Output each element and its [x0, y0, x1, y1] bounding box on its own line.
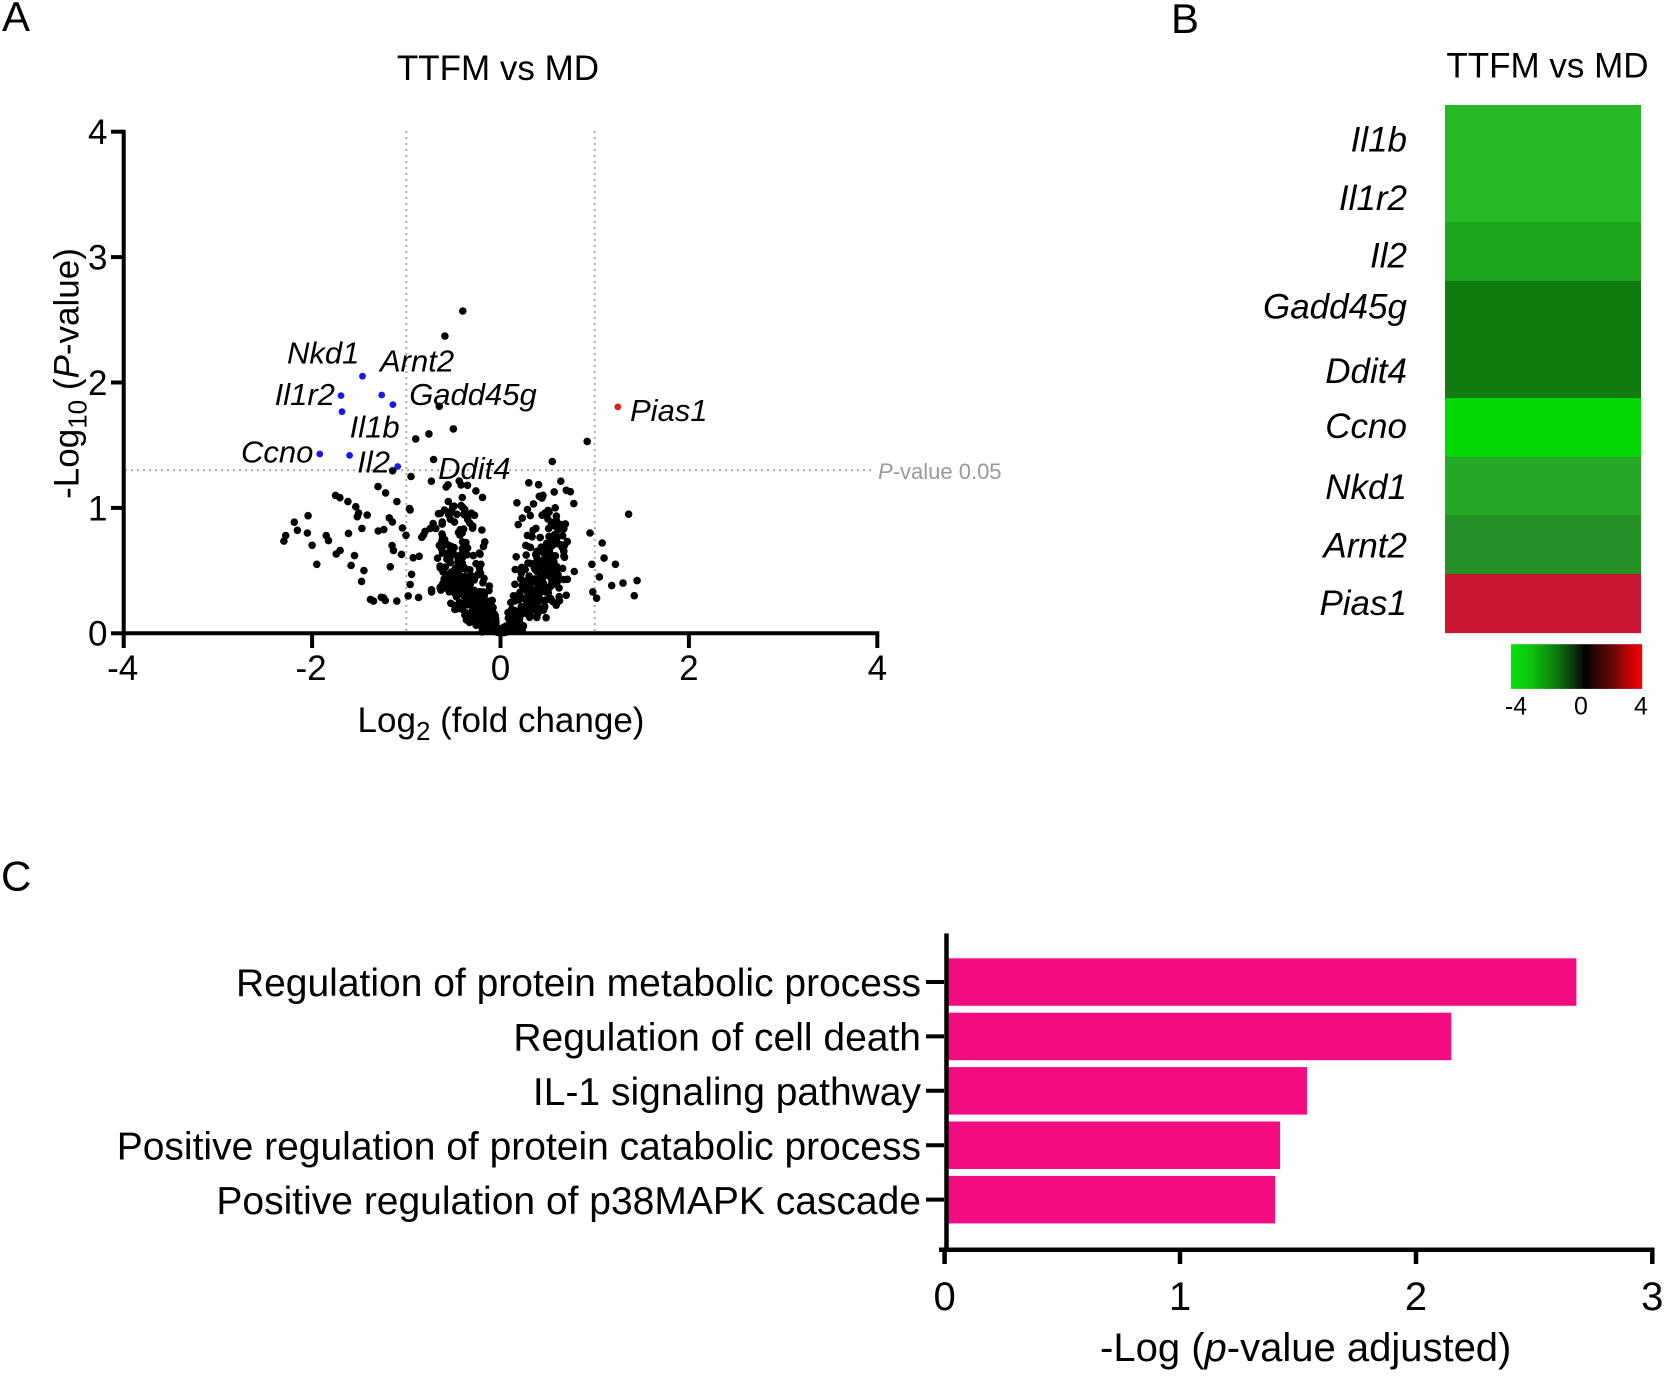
- svg-text:-4: -4: [107, 649, 138, 688]
- svg-text:Log2 (fold change): Log2 (fold change): [358, 701, 645, 746]
- svg-text:Regulation of protein metaboli: Regulation of protein metabolic process: [236, 962, 921, 1005]
- svg-text:C: C: [1, 853, 31, 900]
- svg-text:B: B: [1171, 0, 1199, 42]
- svg-text:Pias1: Pias1: [630, 393, 708, 428]
- svg-text:Gadd45g: Gadd45g: [409, 377, 537, 412]
- svg-text:-Log (p-value adjusted): -Log (p-value adjusted): [1100, 1326, 1511, 1370]
- svg-text:Pias1: Pias1: [1319, 584, 1407, 623]
- svg-text:Ccno: Ccno: [1325, 407, 1407, 446]
- svg-text:1: 1: [1169, 1275, 1191, 1319]
- svg-text:0: 0: [88, 615, 107, 654]
- svg-text:Regulation of cell death: Regulation of cell death: [513, 1017, 921, 1060]
- svg-text:Il2: Il2: [357, 444, 390, 479]
- svg-text:3: 3: [1641, 1275, 1663, 1319]
- svg-text:-Log10 (P-value): -Log10 (P-value): [48, 248, 93, 499]
- svg-text:Arnt2: Arnt2: [1321, 527, 1407, 566]
- svg-text:TTFM vs MD: TTFM vs MD: [1446, 47, 1648, 86]
- svg-text:Il1b: Il1b: [350, 410, 400, 445]
- svg-text:1: 1: [88, 489, 107, 528]
- svg-text:-2: -2: [296, 649, 327, 688]
- svg-text:Arnt2: Arnt2: [378, 343, 454, 378]
- svg-text:Ddit4: Ddit4: [438, 451, 510, 486]
- svg-text:Nkd1: Nkd1: [1325, 468, 1407, 507]
- svg-text:Il1r2: Il1r2: [275, 377, 335, 412]
- svg-text:0: 0: [1574, 693, 1588, 721]
- svg-text:0: 0: [933, 1275, 955, 1319]
- svg-text:0: 0: [491, 649, 510, 688]
- svg-text:Positive regulation of p38MAPK: Positive regulation of p38MAPK cascade: [216, 1180, 921, 1223]
- svg-text:A: A: [2, 0, 30, 40]
- svg-text:Il1r2: Il1r2: [1339, 179, 1407, 218]
- svg-text:Gadd45g: Gadd45g: [1263, 288, 1408, 327]
- svg-text:4: 4: [868, 649, 887, 688]
- svg-text:IL-1 signaling pathway: IL-1 signaling pathway: [533, 1071, 922, 1114]
- svg-text:Ccno: Ccno: [241, 435, 313, 470]
- svg-text:2: 2: [1405, 1275, 1427, 1319]
- svg-text:P-value 0.05: P-value 0.05: [878, 459, 1002, 484]
- svg-text:-4: -4: [1505, 693, 1527, 721]
- svg-text:Nkd1: Nkd1: [287, 336, 359, 371]
- svg-text:Il1b: Il1b: [1351, 121, 1407, 160]
- svg-text:Il2: Il2: [1370, 237, 1407, 276]
- svg-text:2: 2: [679, 649, 698, 688]
- svg-text:Positive regulation of protein: Positive regulation of protein catabolic…: [117, 1126, 921, 1169]
- svg-text:TTFM vs MD: TTFM vs MD: [397, 49, 599, 88]
- svg-text:2: 2: [88, 364, 107, 403]
- svg-text:Ddit4: Ddit4: [1325, 352, 1407, 391]
- svg-text:3: 3: [88, 239, 107, 278]
- svg-text:4: 4: [88, 113, 107, 152]
- svg-text:4: 4: [1634, 693, 1648, 721]
